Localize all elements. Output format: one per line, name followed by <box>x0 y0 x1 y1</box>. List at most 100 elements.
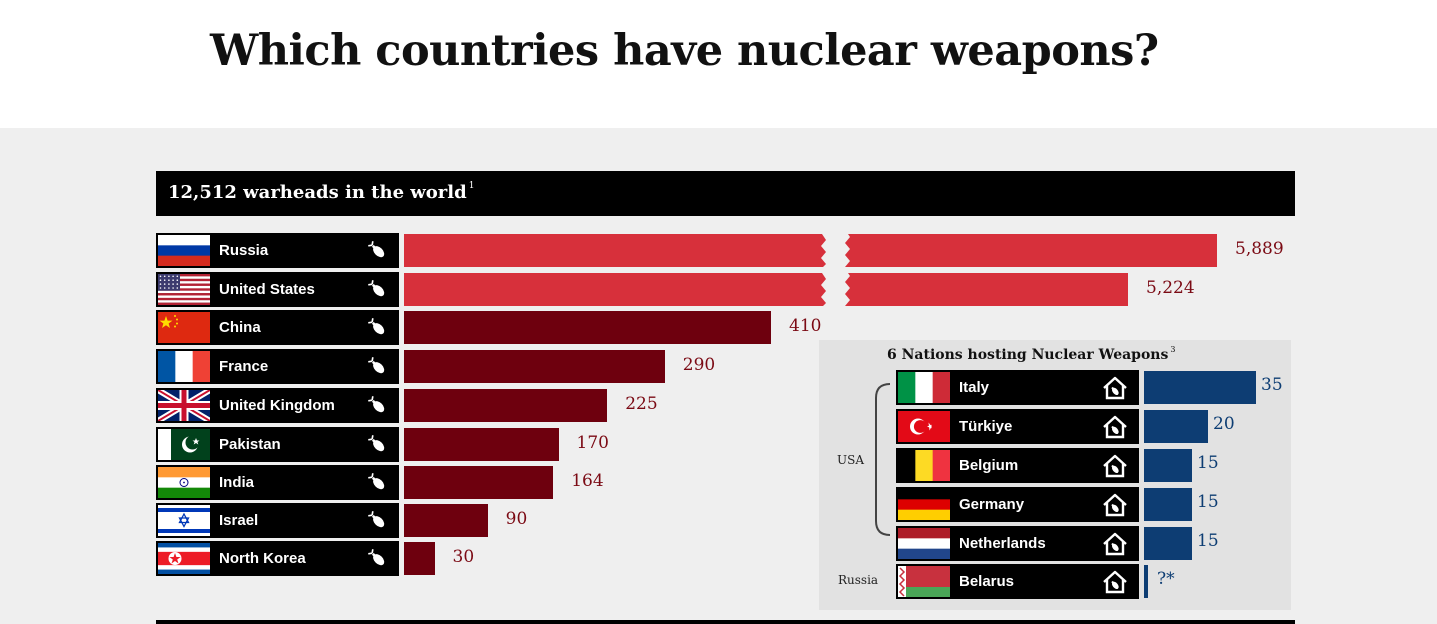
bomb-icon <box>367 240 389 262</box>
row-label-china: China <box>156 310 399 345</box>
country-name: France <box>219 358 269 375</box>
host-row-label-turkiye: Türkiye <box>896 409 1139 444</box>
house-icon <box>1101 453 1129 479</box>
row-label-pakistan: Pakistan <box>156 427 399 462</box>
host-value-label-turkiye: 20 <box>1213 414 1235 434</box>
value-label-pakistan: 170 <box>576 433 609 453</box>
row-label-russia: Russia <box>156 233 399 268</box>
host-row-label-belgium: Belgium <box>896 448 1139 483</box>
group-label-usa: USA <box>837 453 864 467</box>
value-label-united-kingdom: 225 <box>625 394 658 414</box>
bar-israel <box>404 504 488 537</box>
row-label-united-kingdom: United Kingdom <box>156 388 399 423</box>
country-name: United States <box>219 281 315 298</box>
flag-germany-icon <box>898 489 950 520</box>
value-label-united-states: 5,224 <box>1146 278 1195 298</box>
hosting-title: 6 Nations hosting Nuclear Weapons 3 <box>887 345 1175 363</box>
hosting-title-text: 6 Nations hosting Nuclear Weapons <box>887 347 1169 363</box>
host-row-label-belarus: Belarus <box>896 564 1139 599</box>
bar-india <box>404 466 554 499</box>
host-row-label-netherlands: Netherlands <box>896 526 1139 561</box>
host-value-label-germany: 15 <box>1197 492 1219 512</box>
flag-united-kingdom-icon <box>158 390 210 421</box>
flag-israel-icon <box>158 505 210 536</box>
flag-north-korea-icon <box>158 543 210 574</box>
country-name: North Korea <box>219 550 306 567</box>
row-label-united-states: United States <box>156 272 399 307</box>
host-bar-italy <box>1144 371 1256 404</box>
bomb-icon <box>367 395 389 417</box>
host-bar-netherlands <box>1144 527 1192 560</box>
country-name: Belgium <box>959 457 1019 474</box>
value-label-france: 290 <box>682 355 716 375</box>
bomb-icon <box>367 434 389 456</box>
flag-pakistan-icon <box>158 429 210 460</box>
house-icon <box>1101 492 1129 518</box>
country-name: Pakistan <box>219 436 281 453</box>
value-label-india: 164 <box>571 471 604 491</box>
bar-france <box>404 350 665 383</box>
flag-netherlands-icon <box>898 528 950 559</box>
usa-group-bracket <box>875 383 891 536</box>
chart-title-footnote: 1 <box>468 181 475 191</box>
row-label-france: France <box>156 349 399 384</box>
flag-russia-icon <box>158 235 210 266</box>
host-bar-turkiye <box>1144 410 1208 443</box>
host-bar-germany <box>1144 488 1192 521</box>
country-name: Belarus <box>959 573 1015 590</box>
bomb-icon <box>367 356 389 378</box>
bomb-icon <box>367 279 389 301</box>
group-label-russia: Russia <box>838 573 879 587</box>
value-label-israel: 90 <box>505 509 528 529</box>
house-icon <box>1101 569 1129 595</box>
host-bar-belgium <box>1144 449 1192 482</box>
bar-china <box>404 311 771 344</box>
bomb-icon <box>367 472 389 494</box>
house-icon <box>1101 414 1129 440</box>
flag-italy-icon <box>898 372 950 403</box>
bar-united-kingdom <box>404 389 608 422</box>
bar-north-korea <box>404 542 435 575</box>
flag-turkiye-icon <box>898 411 950 442</box>
house-icon <box>1101 531 1129 557</box>
bar-united-states <box>404 273 1128 306</box>
flag-france-icon <box>158 351 210 382</box>
country-name: Türkiye <box>959 418 1013 435</box>
country-name: China <box>219 319 261 336</box>
host-row-label-germany: Germany <box>896 487 1139 522</box>
country-name: India <box>219 474 255 491</box>
country-name: Russia <box>219 242 269 259</box>
host-row-label-italy: Italy <box>896 370 1139 405</box>
flag-united-states-icon <box>158 274 210 305</box>
country-name: Germany <box>959 496 1025 513</box>
host-value-label-belarus: ?* <box>1157 569 1175 589</box>
bar-russia <box>404 234 1217 267</box>
host-value-label-italy: 35 <box>1261 375 1283 395</box>
flag-india-icon <box>158 467 210 498</box>
flag-china-icon <box>158 312 210 343</box>
chart-title: 12,512 warheads in the world <box>168 182 467 203</box>
host-value-label-belgium: 15 <box>1197 453 1219 473</box>
row-label-india: India <box>156 465 399 500</box>
flag-belgium-icon <box>898 450 950 481</box>
hosting-title-footnote: 3 <box>1170 345 1176 354</box>
bottom-rule <box>156 620 1295 624</box>
row-label-north-korea: North Korea <box>156 541 399 576</box>
value-label-china: 410 <box>789 316 822 336</box>
value-label-russia: 5,889 <box>1235 239 1284 259</box>
page-title: Which countries have nuclear weapons? <box>210 26 1159 76</box>
row-label-israel: Israel <box>156 503 399 538</box>
host-bar-belarus <box>1144 565 1148 598</box>
bomb-icon <box>367 548 389 570</box>
flag-belarus-icon <box>898 566 950 597</box>
bomb-icon <box>367 317 389 339</box>
host-value-label-netherlands: 15 <box>1197 531 1219 551</box>
bomb-icon <box>367 510 389 532</box>
country-name: Netherlands <box>959 535 1046 552</box>
value-label-north-korea: 30 <box>452 547 475 567</box>
country-name: Israel <box>219 512 259 529</box>
country-name: United Kingdom <box>219 397 335 414</box>
country-name: Italy <box>959 379 990 396</box>
chart-header: 12,512 warheads in the world 1 <box>156 171 1295 216</box>
bar-pakistan <box>404 428 559 461</box>
